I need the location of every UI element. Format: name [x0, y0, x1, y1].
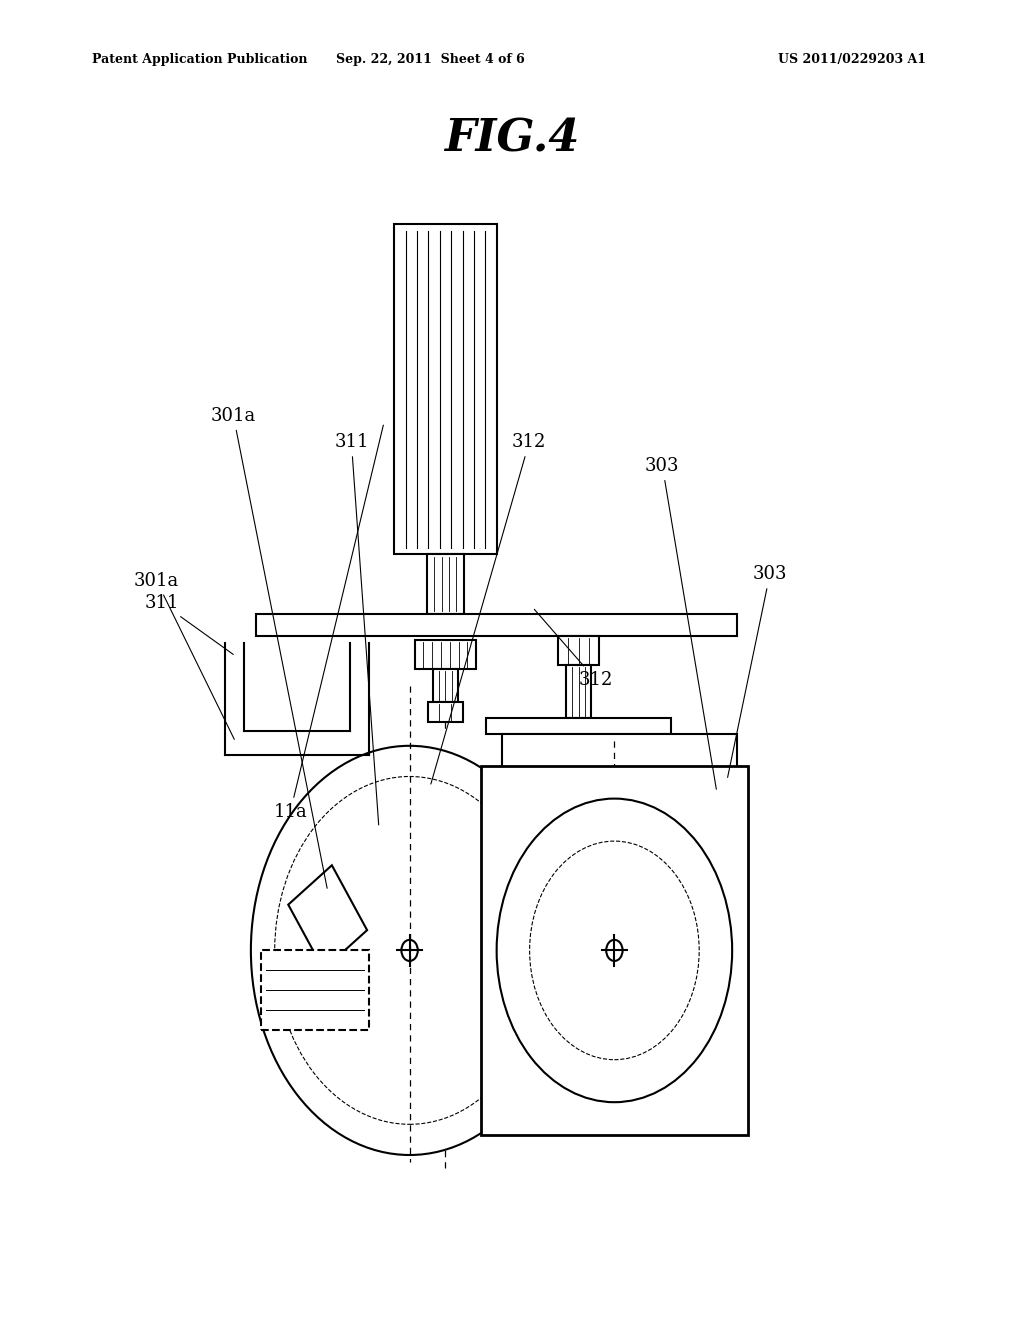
Text: 301a: 301a — [134, 572, 234, 739]
Bar — [433, 669, 458, 702]
Bar — [566, 665, 591, 718]
Bar — [394, 224, 497, 554]
Bar — [288, 866, 368, 969]
Text: 11a: 11a — [273, 425, 383, 821]
Text: 312: 312 — [431, 433, 547, 784]
Text: US 2011/0229203 A1: US 2011/0229203 A1 — [778, 53, 927, 66]
Text: 312: 312 — [535, 610, 613, 689]
Bar — [261, 950, 369, 1030]
Text: 311: 311 — [144, 594, 233, 655]
Bar — [558, 636, 599, 665]
Text: 303: 303 — [728, 565, 787, 777]
Text: FIG.4: FIG.4 — [444, 117, 580, 160]
Text: Sep. 22, 2011  Sheet 4 of 6: Sep. 22, 2011 Sheet 4 of 6 — [336, 53, 524, 66]
Text: 301a: 301a — [211, 407, 327, 888]
Text: 303: 303 — [645, 457, 717, 789]
Bar — [481, 766, 748, 1135]
Text: 311: 311 — [334, 433, 379, 825]
Bar — [486, 718, 671, 734]
Text: Patent Application Publication: Patent Application Publication — [92, 53, 307, 66]
Bar — [428, 702, 463, 722]
Bar — [502, 734, 737, 826]
Bar — [427, 554, 464, 614]
Bar — [415, 640, 476, 669]
Bar — [256, 614, 737, 636]
